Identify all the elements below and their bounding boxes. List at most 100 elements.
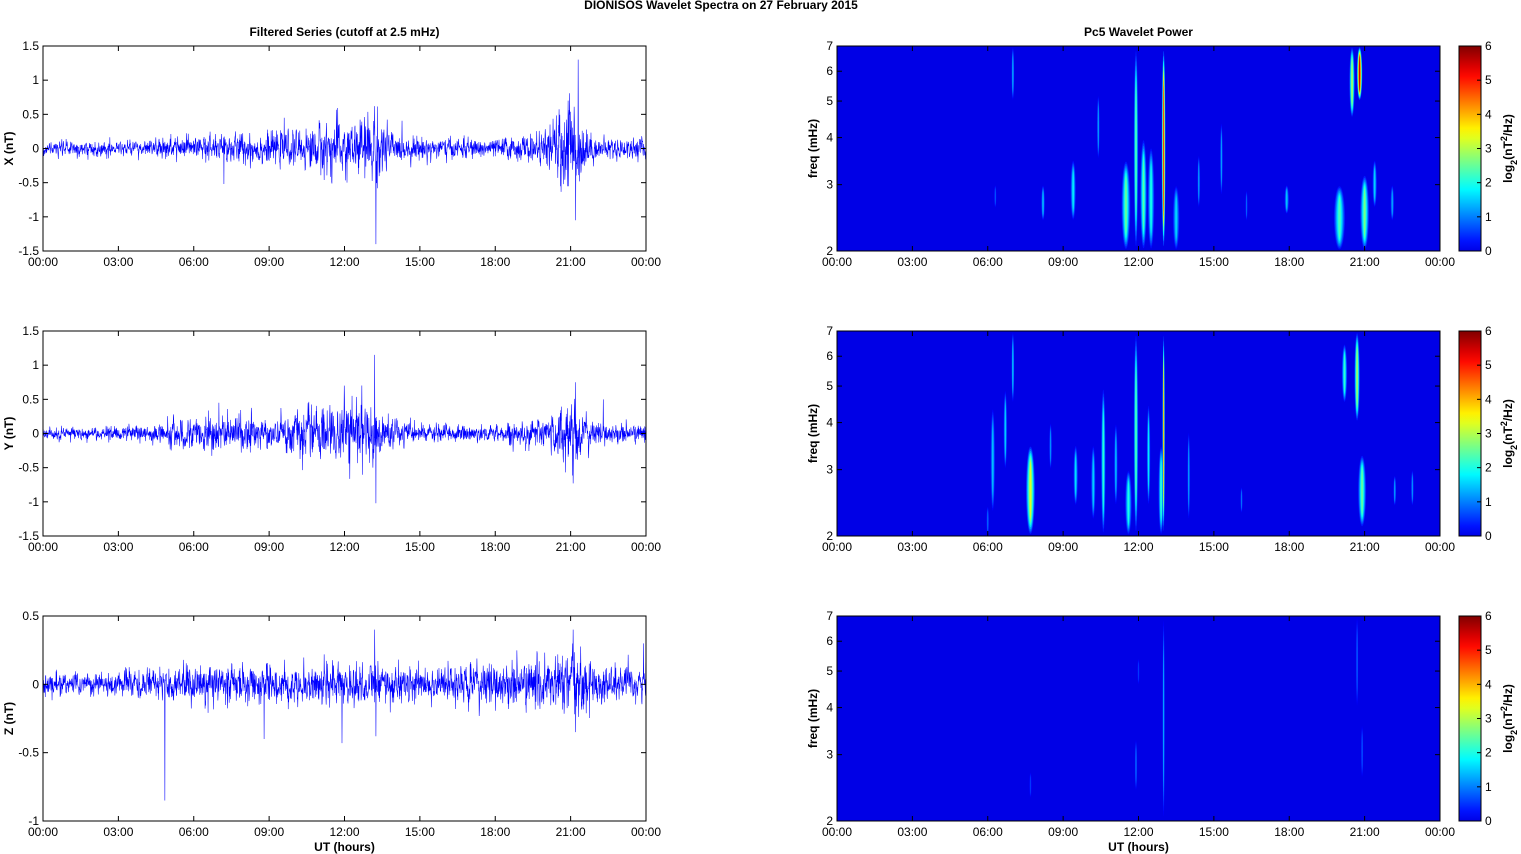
y-tick-label: 6 [826,634,833,648]
power-level [1150,166,1152,231]
x-tick-label: 18:00 [480,540,510,554]
y-tick-label: 5 [826,379,833,393]
power-blob [1161,50,1166,247]
x-tick-label: 09:00 [1048,825,1078,839]
x-tick-label: 03:00 [897,540,927,554]
y-tick-label: 4 [826,701,833,715]
x-tick-label: 00:00 [631,825,661,839]
y-axis-label: freq (mHz) [806,689,820,748]
colorbar-tick-label: 5 [1485,73,1492,87]
chart-0: 00:00 03:00 06:00 09:00 12:00 15:00 18:00 21:00… [2,25,661,269]
power-blob [1003,391,1008,468]
y-tick-label: 3 [826,178,833,192]
y-tick-label: 1.5 [22,324,39,338]
x-tick-label: 00:00 [28,825,58,839]
power-blob [1146,405,1151,504]
y-tick-label: 7 [826,39,833,53]
y-tick-label: 6 [826,64,833,78]
power-blob [1355,618,1359,706]
x-tick-label: 09:00 [254,255,284,269]
power-blob [1358,455,1367,527]
colorbar-tick-label: 6 [1485,39,1492,53]
colorbar-tick-label: 4 [1485,392,1492,406]
power-level [1359,56,1361,91]
colorbar-tick-label: 2 [1485,461,1492,475]
x-tick-label: 15:00 [405,255,435,269]
x-tick-label: 18:00 [1274,255,1304,269]
power-blob [1049,423,1052,469]
power-blob [994,185,997,208]
y-tick-label: 4 [826,416,833,430]
x-tick-label: 03:00 [103,825,133,839]
x-tick-label: 21:00 [1350,825,1380,839]
x-axis-label: UT (hours) [314,840,375,854]
chart-2: 00:00 03:00 06:00 09:00 12:00 15:00 18:00 21:00… [2,609,661,854]
x-tick-label: 18:00 [480,825,510,839]
x-tick-label: 21:00 [556,255,586,269]
x-tick-label: 18:00 [1274,825,1304,839]
colorbar-tick-label: 0 [1485,814,1492,828]
colorbar-tick-label: 4 [1485,107,1492,121]
x-axis-label: UT (hours) [1108,840,1169,854]
y-tick-label: 1 [32,358,39,372]
y-tick-label: 2 [826,814,833,828]
power-level [1344,354,1345,392]
series-line [43,59,646,245]
power-blob [1220,123,1223,195]
chart-1: 00:00 03:00 06:00 09:00 12:00 15:00 18:00 21:00… [2,324,661,554]
power-blob [1158,446,1164,534]
power-level [1072,171,1074,210]
x-tick-label: 21:00 [556,540,586,554]
y-tick-label: 5 [826,94,833,108]
power-level [1351,59,1353,105]
power-blob [1162,335,1165,532]
power-blob [1041,185,1045,221]
y-axis-label: freq (mHz) [806,404,820,463]
x-tick-label: 00:00 [822,825,852,839]
power-blob [1140,140,1147,249]
power-blob [1341,344,1348,402]
x-tick-label: 18:00 [1274,540,1304,554]
colorbar-tick-label: 2 [1485,176,1492,190]
series-line [43,354,646,504]
x-tick-label: 15:00 [405,825,435,839]
x-tick-label: 00:00 [28,540,58,554]
x-tick-label: 12:00 [1123,255,1153,269]
x-tick-label: 21:00 [1350,540,1380,554]
power-level [1092,458,1094,506]
power-blob [1360,175,1370,250]
plot-frame [42,615,647,822]
x-tick-label: 09:00 [1048,255,1078,269]
x-tick-label: 03:00 [103,255,133,269]
x-tick-label: 12:00 [329,825,359,839]
power-level [1338,197,1341,239]
y-tick-label: 3 [826,748,833,762]
heatmap-area [837,46,1440,251]
power-level [1125,176,1127,234]
power-blob [1349,47,1355,117]
y-tick-label: 0 [32,142,39,156]
power-blob [1162,620,1165,817]
x-tick-label: 15:00 [1199,825,1229,839]
power-blob [1147,148,1155,249]
x-tick-label: 15:00 [405,540,435,554]
x-tick-label: 00:00 [631,255,661,269]
colorbar-tick-label: 4 [1485,677,1492,691]
power-blob [1134,740,1138,790]
colorbar-tick-label: 1 [1485,210,1492,224]
x-tick-label: 03:00 [103,540,133,554]
power-level [1142,159,1145,230]
x-tick-label: 06:00 [973,540,1003,554]
y-tick-label: 3 [826,463,833,477]
x-tick-label: 00:00 [1425,255,1455,269]
colorbar: 0 1 2 3 4 5 6 log2(nT2/Hz) [1458,324,1519,543]
power-level [1135,370,1137,497]
chart-3: 00:00 03:00 06:00 09:00 12:00 15:00 18:00 21:00… [806,25,1519,269]
power-blob [1029,772,1032,798]
x-tick-label: 18:00 [480,255,510,269]
x-tick-label: 12:00 [1123,540,1153,554]
y-axis-label: X (nT) [2,132,16,166]
y-tick-label: 0 [32,677,39,691]
y-axis-label: Z (nT) [2,702,16,735]
x-tick-label: 03:00 [897,825,927,839]
